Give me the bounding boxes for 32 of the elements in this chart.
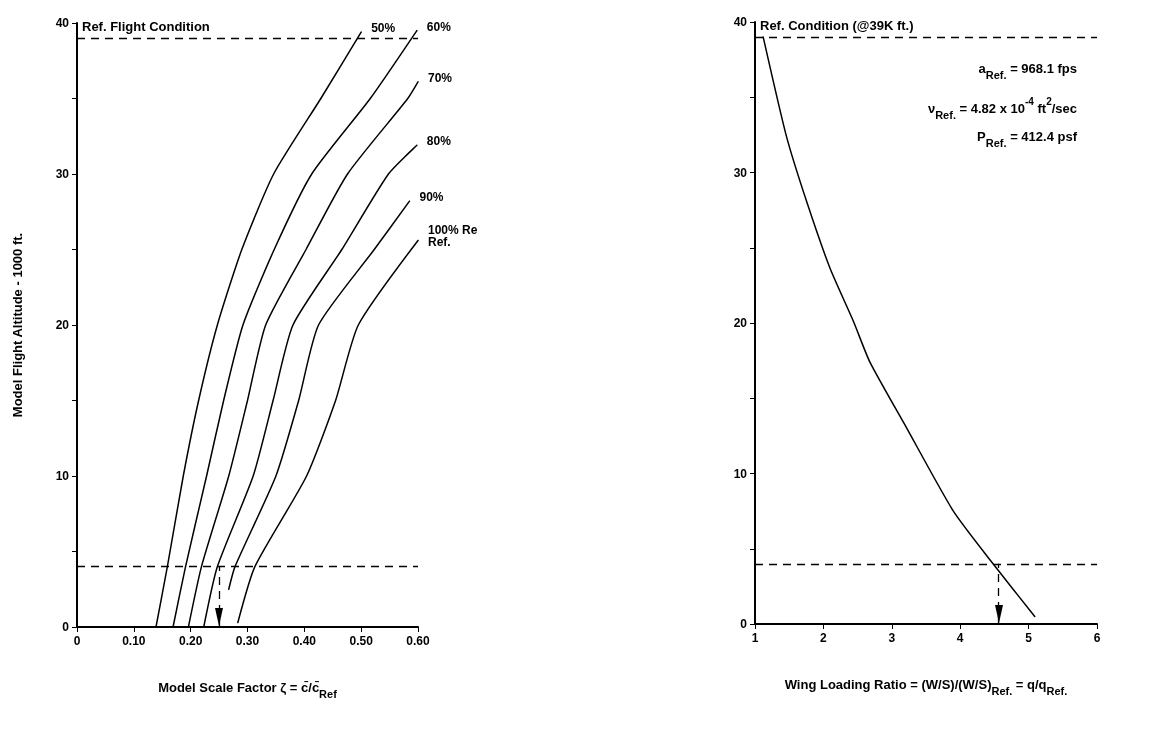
x-tick-label: 0.40 (292, 634, 317, 648)
x-tick-label: 2 (820, 631, 828, 645)
series-label: 70% (428, 70, 453, 85)
series-label: 80% (426, 134, 452, 149)
series-label: 90% (419, 190, 444, 205)
y-tick-label: 30 (55, 167, 70, 181)
x-tick-label: 0.30 (235, 634, 260, 648)
y-tick-label: 20 (55, 318, 70, 332)
x-tick-label: 0.60 (406, 634, 430, 648)
x-tick-label: 0.10 (122, 634, 146, 648)
y-tick-label: 0 (62, 620, 70, 634)
series-label: 60% (426, 19, 452, 34)
ref-line-label: Ref. Condition (@39K ft.) (760, 18, 914, 34)
y-tick-label: 10 (55, 469, 70, 483)
y-tick-label: 0 (740, 617, 748, 631)
y-tick-label: 40 (55, 16, 70, 30)
y-tick-label: 20 (733, 316, 748, 330)
y-tick-label: 10 (733, 466, 748, 481)
x-tick-label: 0.50 (349, 634, 374, 648)
y-axis-title: Model Flight Altitude - 1000 ft. (9, 232, 25, 418)
x-tick-label: 5 (1025, 631, 1033, 645)
y-tick-label: 30 (733, 165, 748, 180)
y-tick-label: 40 (733, 15, 748, 29)
x-tick-label: 0.20 (178, 634, 203, 648)
ref-line-label: Ref. Flight Condition (82, 19, 210, 35)
x-tick-label: 4 (956, 631, 964, 645)
x-tick-label: 6 (1093, 631, 1101, 645)
x-tick-label: 3 (888, 631, 896, 645)
x-tick-label: 0 (73, 634, 81, 648)
series-label: 50% (371, 21, 396, 36)
series-label: 100% Re Ref. (428, 223, 481, 250)
x-tick-label: 1 (751, 631, 759, 645)
